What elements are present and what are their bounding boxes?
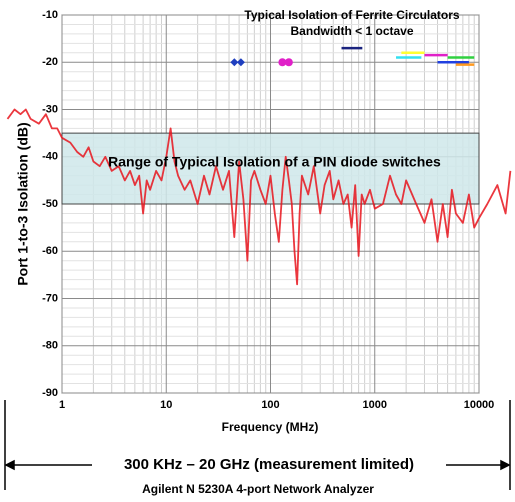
y-tick-label: -60 xyxy=(42,245,58,257)
x-tick-label: 100 xyxy=(261,399,279,411)
x-tick-label: 1 xyxy=(59,399,65,411)
y-tick-label: -50 xyxy=(42,198,58,210)
y-tick-label: -70 xyxy=(42,292,58,304)
y-tick-label: -40 xyxy=(42,151,58,163)
chart-title: Typical Isolation of Ferrite Circulators xyxy=(244,8,459,22)
range-arrow xyxy=(4,400,511,490)
ticks-layer: 1 10 100 1000 10000 -10 -20 -30 -40 -50 -60 -70 -80 -… xyxy=(42,9,494,411)
x-tick-label: 1000 xyxy=(363,399,387,411)
footer: Agilent N 5230A 4-port Network Analyzer xyxy=(142,482,374,496)
band-label: Range of Typical Isolation of a PIN diod… xyxy=(108,153,441,169)
x-tick-label: 10000 xyxy=(464,399,495,411)
y-tick-label: -20 xyxy=(42,56,58,68)
range-label: 300 KHz – 20 GHz (measurement limited) xyxy=(124,456,414,473)
y-tick-label: -80 xyxy=(42,340,58,352)
y-tick-label: -10 xyxy=(42,9,58,21)
band-layer xyxy=(61,132,480,205)
ferrite-marker xyxy=(236,58,245,67)
y-axis-label: Port 1-to-3 Isolation (dB) xyxy=(15,122,31,285)
chart-subtitle: Bandwidth < 1 octave xyxy=(290,24,413,38)
isolation-line xyxy=(6,108,512,286)
y-tick-label: -30 xyxy=(42,103,58,115)
y-tick-label: -90 xyxy=(42,387,58,399)
marks-layer xyxy=(6,46,512,286)
isolation-band xyxy=(61,132,480,205)
ferrite-marker xyxy=(284,58,293,67)
ferrite-marker xyxy=(230,58,239,67)
x-tick-label: 10 xyxy=(160,399,172,411)
x-axis-label: Frequency (MHz) xyxy=(222,420,319,434)
ferrite-marker xyxy=(278,58,287,67)
